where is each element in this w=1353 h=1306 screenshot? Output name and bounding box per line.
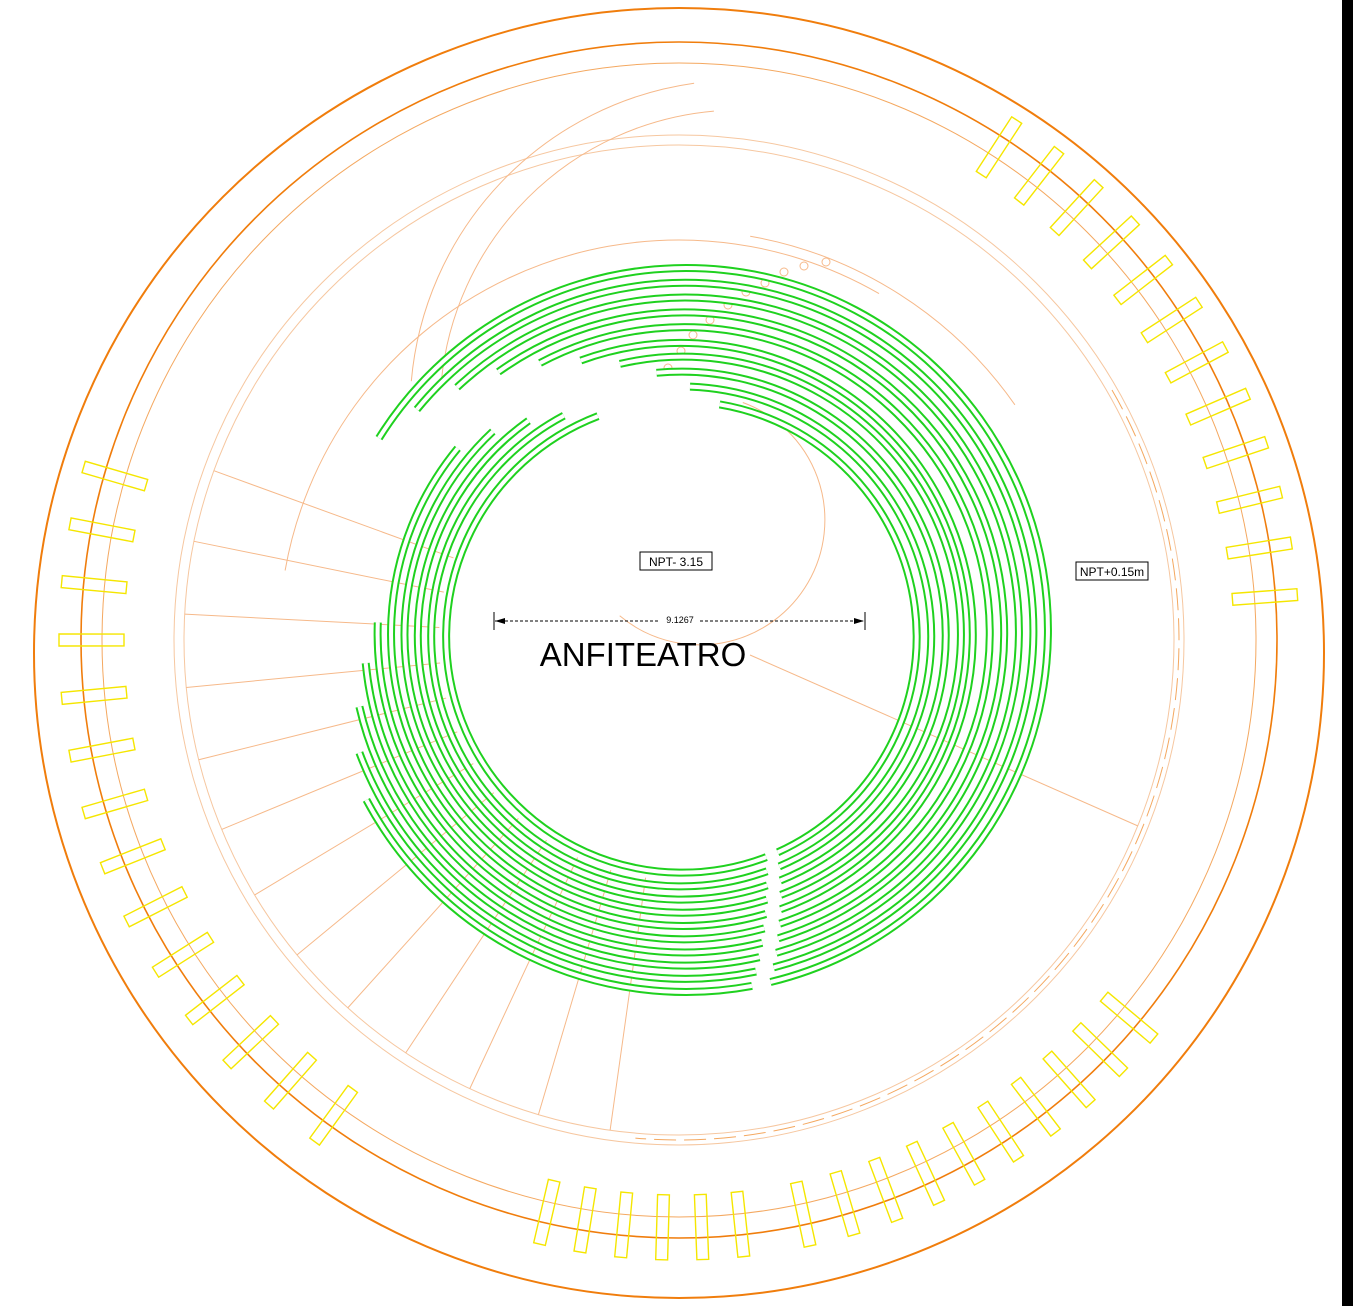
title: ANFITEATRO (540, 636, 747, 673)
floor-plan: NPT- 3.15 NPT+0.15m 9.1267 ANFITEATRO (0, 0, 1353, 1306)
level-label: NPT+0.15m (1080, 565, 1144, 579)
level-label: NPT- 3.15 (649, 555, 703, 569)
page: {"labels": {"level_center": "NPT- 3.15",… (0, 0, 1353, 1306)
dimension-label: 9.1267 (666, 615, 694, 625)
edge-bar (1342, 0, 1353, 1306)
